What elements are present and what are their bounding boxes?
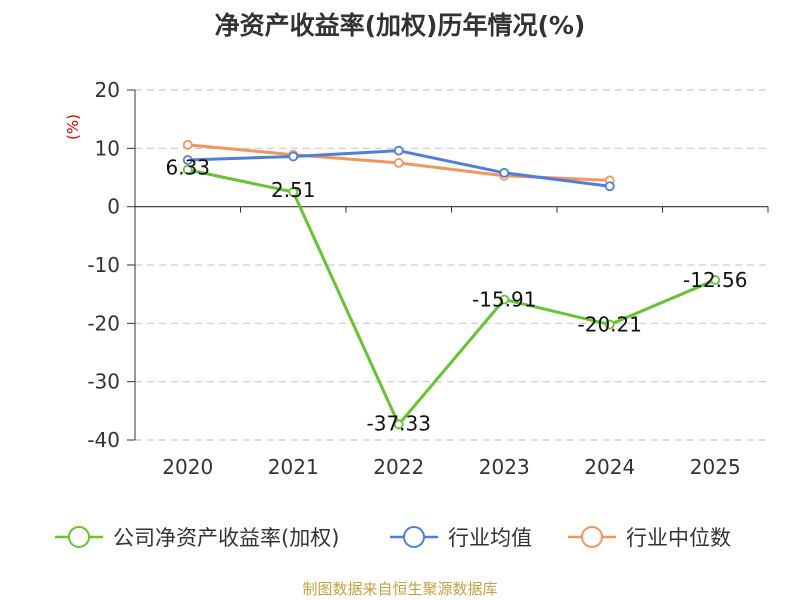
series-point-1	[604, 181, 615, 192]
series-point-1	[393, 145, 404, 156]
x-tick-label: 2022	[373, 455, 424, 479]
series-point-1	[182, 155, 193, 165]
y-tick-label: -40	[87, 428, 120, 452]
y-tick-label: 0	[107, 195, 120, 219]
series-point-2	[182, 139, 193, 150]
series-point-0	[499, 294, 510, 305]
x-tick-label: 2020	[162, 455, 213, 479]
source-note: 制图数据来自恒生聚源数据库	[302, 580, 498, 598]
chart-title: 净资产收益率(加权)历年情况(%)	[214, 11, 586, 40]
series-point-0	[182, 164, 193, 175]
legend-label: 公司净资产收益率(加权)	[113, 526, 339, 550]
series-point-2	[393, 158, 404, 168]
series-point-1	[288, 151, 299, 162]
series-line-0	[187, 168, 716, 426]
legend-label: 行业中位数	[626, 526, 731, 550]
series-line-1	[187, 149, 610, 188]
series-point-0	[604, 319, 615, 330]
y-tick-label: 20	[95, 78, 120, 102]
y-tick-label: 10	[95, 136, 120, 160]
series-point-1	[499, 167, 510, 178]
y-tick-label: -20	[87, 311, 120, 335]
data-label: 6.33	[165, 156, 210, 180]
x-tick-label: 2025	[690, 455, 741, 479]
series-point-0	[393, 419, 404, 430]
x-tick-label: 2024	[584, 455, 635, 479]
data-label: -12.56	[683, 268, 747, 292]
legend-label: 行业均值	[448, 526, 532, 550]
legend-marker	[68, 526, 90, 548]
data-label: -20.21	[578, 313, 642, 337]
data-label: 2.51	[271, 178, 316, 202]
legend-marker	[403, 526, 425, 548]
x-tick-label: 2023	[479, 455, 530, 479]
series-point-0	[710, 275, 721, 285]
series-point-0	[288, 187, 299, 197]
data-label: -37.33	[367, 411, 431, 435]
legend-marker	[581, 526, 603, 548]
y-tick-label: -30	[87, 370, 120, 394]
data-label: -15.91	[472, 287, 536, 311]
x-tick-label: 2021	[268, 455, 319, 479]
y-axis-unit: (%)	[64, 114, 82, 140]
y-tick-label: -10	[87, 253, 120, 277]
